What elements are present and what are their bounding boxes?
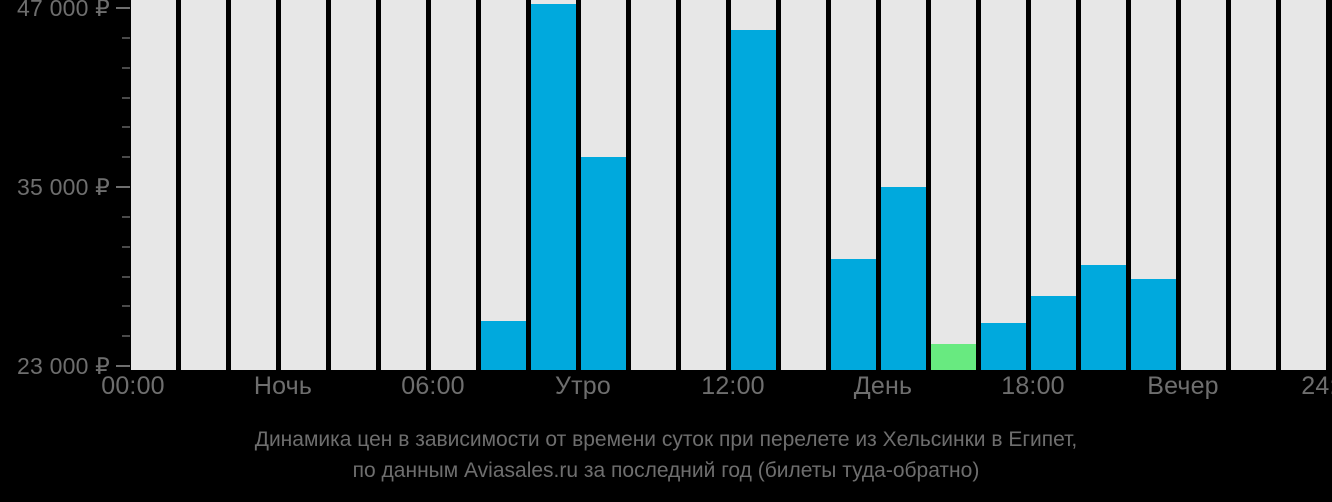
plot-area (131, 0, 1332, 370)
bar-track (931, 0, 976, 370)
y-axis-minor-tick (122, 96, 130, 99)
x-axis-label: 18:00 (1001, 372, 1065, 400)
y-axis-label: 35 000 ₽ (17, 173, 110, 200)
bar-column[interactable] (1181, 0, 1226, 370)
bar-column[interactable] (931, 0, 976, 370)
y-axis-label: 23 000 ₽ (17, 352, 110, 379)
bar (581, 157, 626, 370)
x-axis-label: Вечер (1147, 372, 1219, 400)
y-axis-minor-tick (122, 156, 130, 159)
y-axis-minor-tick (122, 335, 130, 338)
bar (1131, 279, 1176, 370)
caption-line-1: Динамика цен в зависимости от времени су… (254, 428, 1078, 451)
bar-column[interactable] (731, 0, 776, 370)
bar-track (481, 0, 526, 370)
caption-line-2: по данным Aviasales.ru за последний год … (352, 459, 980, 482)
y-axis-tick-mark (116, 186, 130, 188)
bar-column[interactable] (531, 0, 576, 370)
y-axis-minor-tick (122, 66, 130, 69)
bar-track (781, 0, 826, 370)
bar-column[interactable] (831, 0, 876, 370)
y-axis-minor-tick (122, 36, 130, 39)
bar-track (981, 0, 1026, 370)
chart-caption: Динамика цен в зависимости от времени су… (0, 424, 1332, 486)
bar-column[interactable] (181, 0, 226, 370)
bar-column[interactable] (981, 0, 1026, 370)
bar-column[interactable] (331, 0, 376, 370)
x-axis-label: Утро (555, 372, 611, 400)
bar (881, 187, 926, 370)
y-axis-minor-tick (122, 245, 130, 248)
bar-track (381, 0, 426, 370)
bar (531, 3, 576, 370)
y-axis-minor-tick (122, 305, 130, 308)
y-axis-label: 47 000 ₽ (17, 0, 110, 21)
bar-column[interactable] (1281, 0, 1326, 370)
bar (481, 321, 526, 370)
bar-column[interactable] (1131, 0, 1176, 370)
x-axis-label: 06:00 (401, 372, 465, 400)
x-axis-label: День (853, 372, 913, 400)
y-axis-minor-tick (122, 126, 130, 129)
y-axis-tick-mark (116, 7, 130, 9)
y-axis-minor-tick (122, 215, 130, 218)
y-axis-minor-tick (122, 275, 130, 278)
bar-column[interactable] (1081, 0, 1126, 370)
bar-track (681, 0, 726, 370)
bar-column[interactable] (281, 0, 326, 370)
bar-track (331, 0, 376, 370)
bar-column[interactable] (131, 0, 176, 370)
bar-column[interactable] (381, 0, 426, 370)
bar (931, 343, 976, 370)
bar-column[interactable] (631, 0, 676, 370)
x-axis: 00:00 Ночь 06:00 Утро 12:00 День 18:00 Вечер 24:… (101, 372, 1332, 416)
bar (731, 30, 776, 370)
bar-column[interactable] (431, 0, 476, 370)
bar (981, 322, 1026, 370)
bar-column[interactable] (881, 0, 926, 370)
bar-column[interactable] (1231, 0, 1276, 370)
y-axis-tick-mark (116, 365, 130, 367)
bar-track (281, 0, 326, 370)
x-axis-label: 24:00 (1301, 372, 1332, 400)
bar (1081, 264, 1126, 370)
bar-column[interactable] (781, 0, 826, 370)
bar (831, 258, 876, 370)
bar-track (1231, 0, 1276, 370)
bar-track (1281, 0, 1326, 370)
bar-column[interactable] (1031, 0, 1076, 370)
bar-track (1181, 0, 1226, 370)
bar-track (631, 0, 676, 370)
bar-column[interactable] (581, 0, 626, 370)
bar-column[interactable] (231, 0, 276, 370)
y-axis: 47 000 ₽ 35 000 ₽ 23 000 ₽ (0, 0, 131, 379)
x-axis-label: Ночь (253, 372, 313, 400)
bar-track (431, 0, 476, 370)
bar-track (181, 0, 226, 370)
bar-track (131, 0, 176, 370)
bar-column[interactable] (681, 0, 726, 370)
x-axis-label: 00:00 (101, 372, 165, 400)
x-axis-label: 12:00 (701, 372, 765, 400)
bar-track (231, 0, 276, 370)
bar (1031, 295, 1076, 370)
bar-column[interactable] (481, 0, 526, 370)
